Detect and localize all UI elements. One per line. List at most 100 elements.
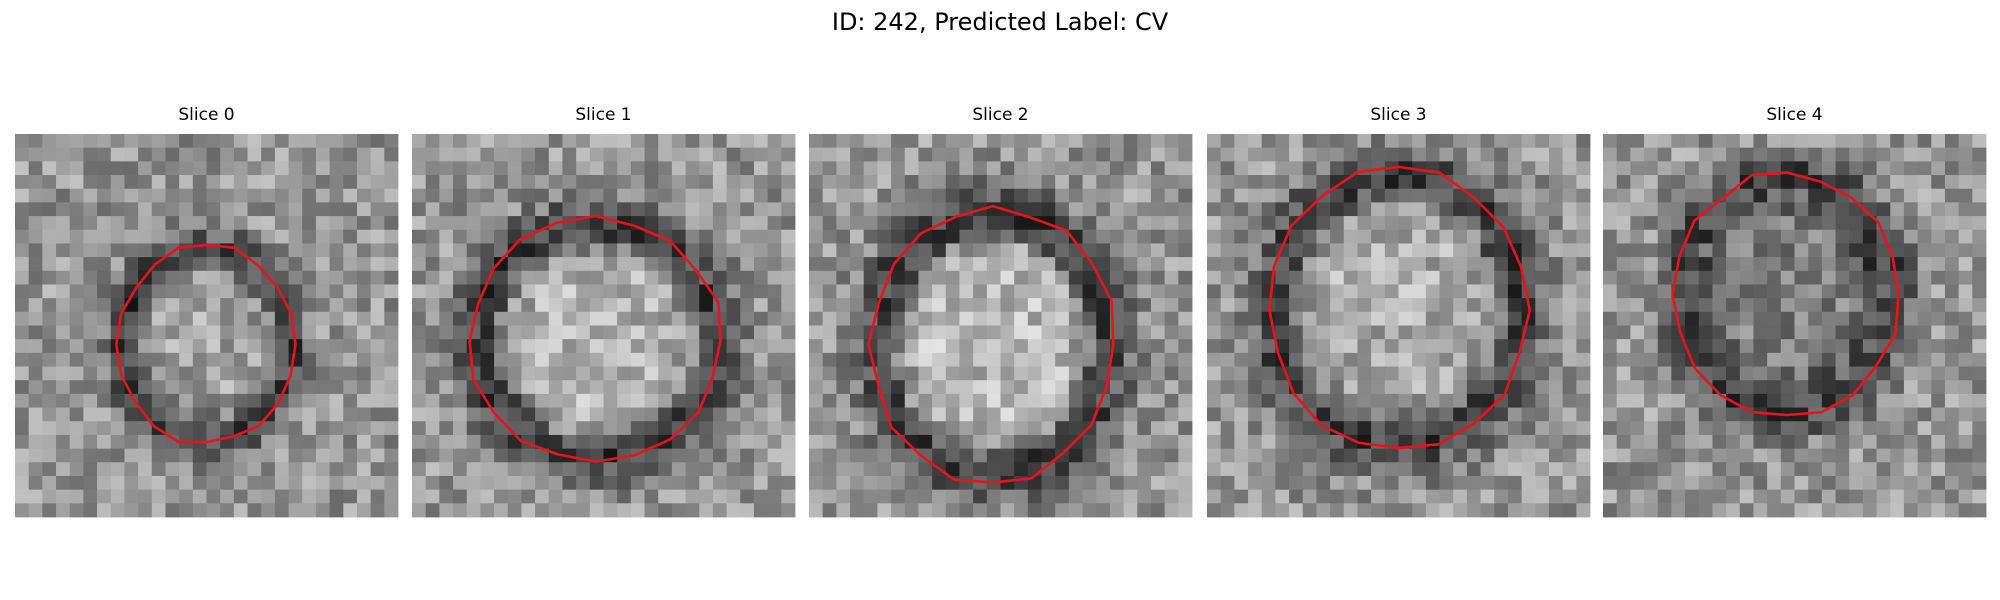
pixel [1082,229,1097,244]
pixel [1384,284,1399,299]
pixel [28,311,43,326]
pixel [576,311,591,326]
pixel [247,503,262,518]
pixel [1220,352,1235,367]
pixel [671,161,686,176]
pixel [1164,380,1179,395]
pixel [466,503,481,518]
pixel [247,393,262,408]
pixel [932,298,947,313]
pixel [781,161,796,176]
pixel [1944,243,1960,258]
pixel [507,366,522,381]
pixel [1207,298,1222,313]
pixel [83,270,98,285]
pixel [1234,311,1249,326]
pixel [233,448,248,463]
pixel [1972,270,1987,285]
pixel [699,448,714,463]
pixel [1178,407,1193,422]
pixel [1494,161,1509,176]
pixel [1535,147,1550,162]
pixel [1507,434,1523,450]
pixel [1494,298,1509,313]
pixel [83,448,98,463]
pixel [110,407,125,422]
pixel [1685,407,1700,422]
pixel [1164,161,1179,176]
pixel [480,243,495,258]
pixel [1616,311,1631,326]
pixel [1644,243,1659,258]
pixel [1644,134,1659,149]
pixel [699,134,714,149]
pixel [918,147,933,162]
pixel [1507,161,1523,176]
pixel [836,284,851,299]
pixel [1821,393,1836,408]
pixel [138,380,153,395]
pixel [1041,503,1056,518]
pixel [1862,229,1877,244]
pixel [288,202,303,217]
pixel [28,393,43,408]
pixel [1576,270,1591,285]
pixel [1316,298,1331,313]
pixel [1917,134,1932,149]
pixel [1685,202,1700,217]
pixel [56,243,71,258]
pixel [1739,284,1754,299]
pixel [562,229,577,244]
pixel [945,134,960,149]
pixel [1698,503,1713,518]
pixel [1712,421,1727,436]
pixel [1302,366,1317,381]
pixel [589,175,604,190]
pixel [1357,270,1372,285]
pixel [535,175,550,190]
pixel [151,434,166,450]
pixel [439,475,454,491]
pixel [110,298,125,313]
pixel [329,147,344,162]
pixel [918,475,933,491]
pixel [1548,298,1564,313]
pixel [1068,421,1083,436]
pixel [151,489,166,504]
pixel [179,475,194,491]
pixel [192,202,207,217]
pixel [1150,270,1166,285]
pixel [425,298,440,313]
pixel [1944,284,1960,299]
pixel [1164,175,1179,190]
pixel [1275,311,1290,326]
pixel [1890,366,1905,381]
pixel [562,407,577,422]
pixel [56,175,71,190]
pixel [480,352,495,367]
pixel [1535,434,1550,450]
pixel [83,188,98,203]
pixel [1739,216,1754,231]
pixel [1753,147,1768,162]
pixel [466,270,481,285]
pixel [658,380,673,395]
pixel [1000,489,1015,504]
pixel [1616,243,1631,258]
pixel [165,134,180,149]
pixel [1862,188,1877,203]
pixel [685,325,700,340]
pixel [1248,503,1263,518]
pixel [1862,216,1877,231]
pixel [1398,147,1413,162]
pixel [1082,188,1097,203]
pixel [1150,243,1166,258]
pixel [521,339,536,354]
pixel [548,243,563,258]
pixel [1109,448,1125,463]
pixel [69,270,84,285]
pixel [507,216,522,231]
pixel [83,161,98,176]
pixel [1507,475,1523,491]
pixel [343,503,358,518]
